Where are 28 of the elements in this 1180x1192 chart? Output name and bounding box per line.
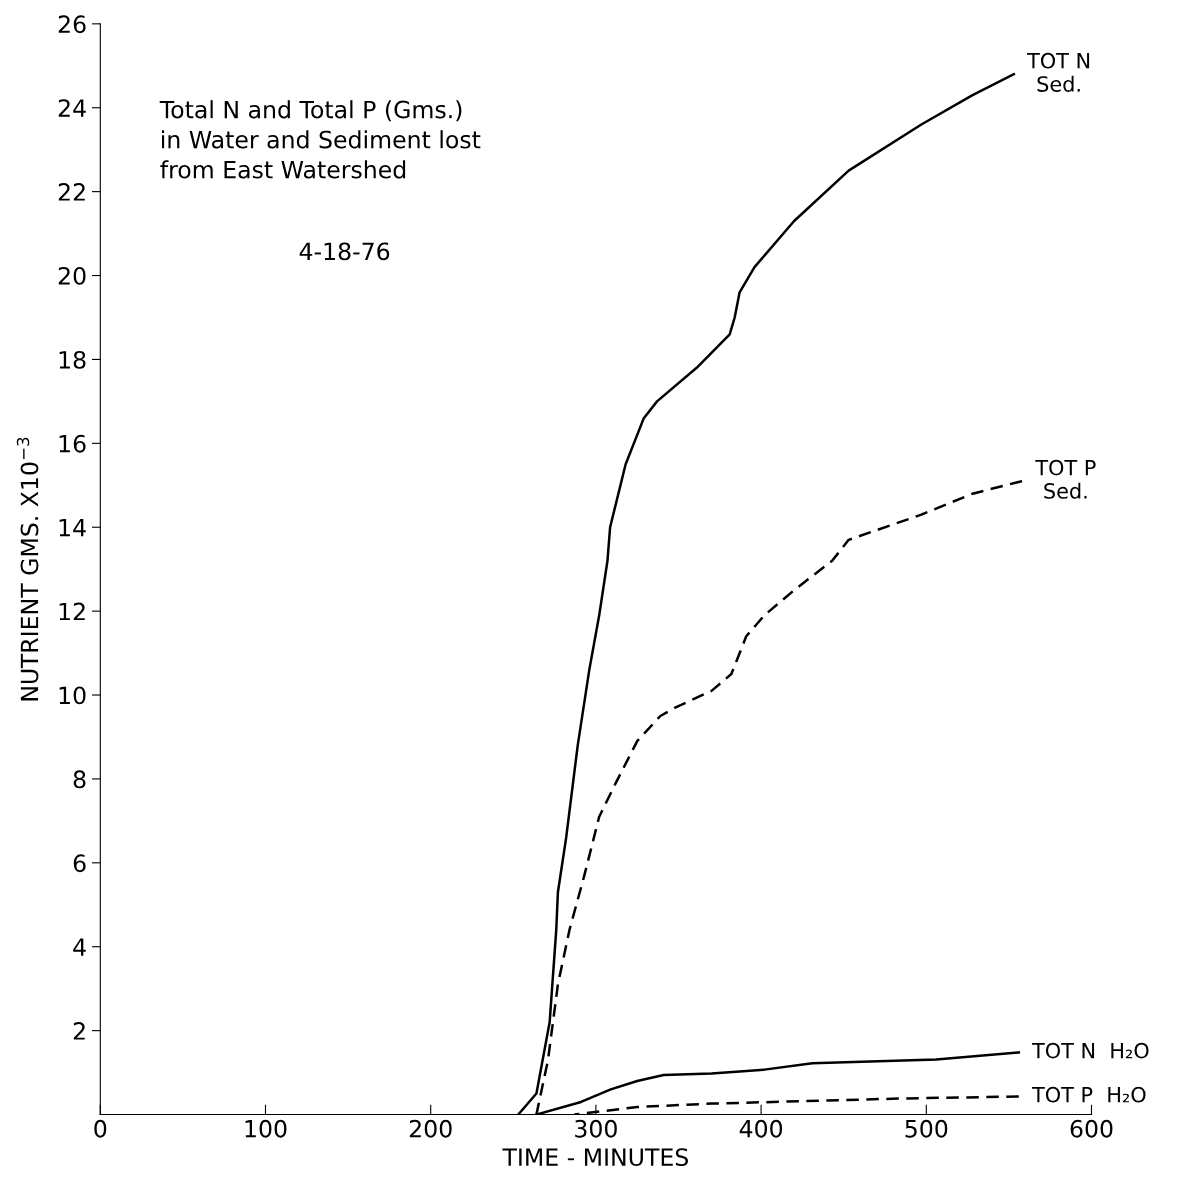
y-tick-label: 6 xyxy=(73,854,86,873)
y-axis-title: NUTRIENT GMS. X10$^{−3}$ xyxy=(16,437,39,701)
series-label: TOT N H₂O xyxy=(1031,1042,1149,1059)
y-tick-label: 2 xyxy=(73,1022,85,1040)
y-tick-label: 8 xyxy=(73,770,86,789)
x-tick-label: 300 xyxy=(575,1119,617,1138)
y-tick-label: 10 xyxy=(59,686,86,705)
y-tick-label: 14 xyxy=(59,518,86,537)
y-tick-label: 20 xyxy=(58,266,86,285)
x-tick-label: 500 xyxy=(905,1119,948,1138)
x-tick-label: 0 xyxy=(94,1119,107,1138)
text: Total N and Total P (Gms.) in Water and Sediment lost from East Watershed xyxy=(159,100,481,179)
y-tick-label: 16 xyxy=(59,434,86,453)
x-tick-label: 400 xyxy=(739,1119,783,1138)
y-tick-label: 24 xyxy=(58,99,86,117)
x-axis-title: TIME - MINUTES xyxy=(502,1148,688,1167)
y-tick-label: 18 xyxy=(59,350,86,369)
y-tick-label: 4 xyxy=(73,938,86,956)
x-tick-label: 600 xyxy=(1070,1119,1113,1138)
x-tick-label: 200 xyxy=(409,1119,452,1138)
series-label: TOT P Sed. xyxy=(1035,459,1096,499)
text: 4-18-76 xyxy=(299,242,390,261)
series-label: TOT N Sed. xyxy=(1027,52,1090,92)
x-tick-label: 100 xyxy=(245,1119,287,1138)
y-tick-label: 26 xyxy=(58,15,86,34)
y-tick-label: 22 xyxy=(58,183,85,201)
y-tick-label: 12 xyxy=(59,602,85,621)
series-label: TOT P H₂O xyxy=(1031,1086,1146,1103)
